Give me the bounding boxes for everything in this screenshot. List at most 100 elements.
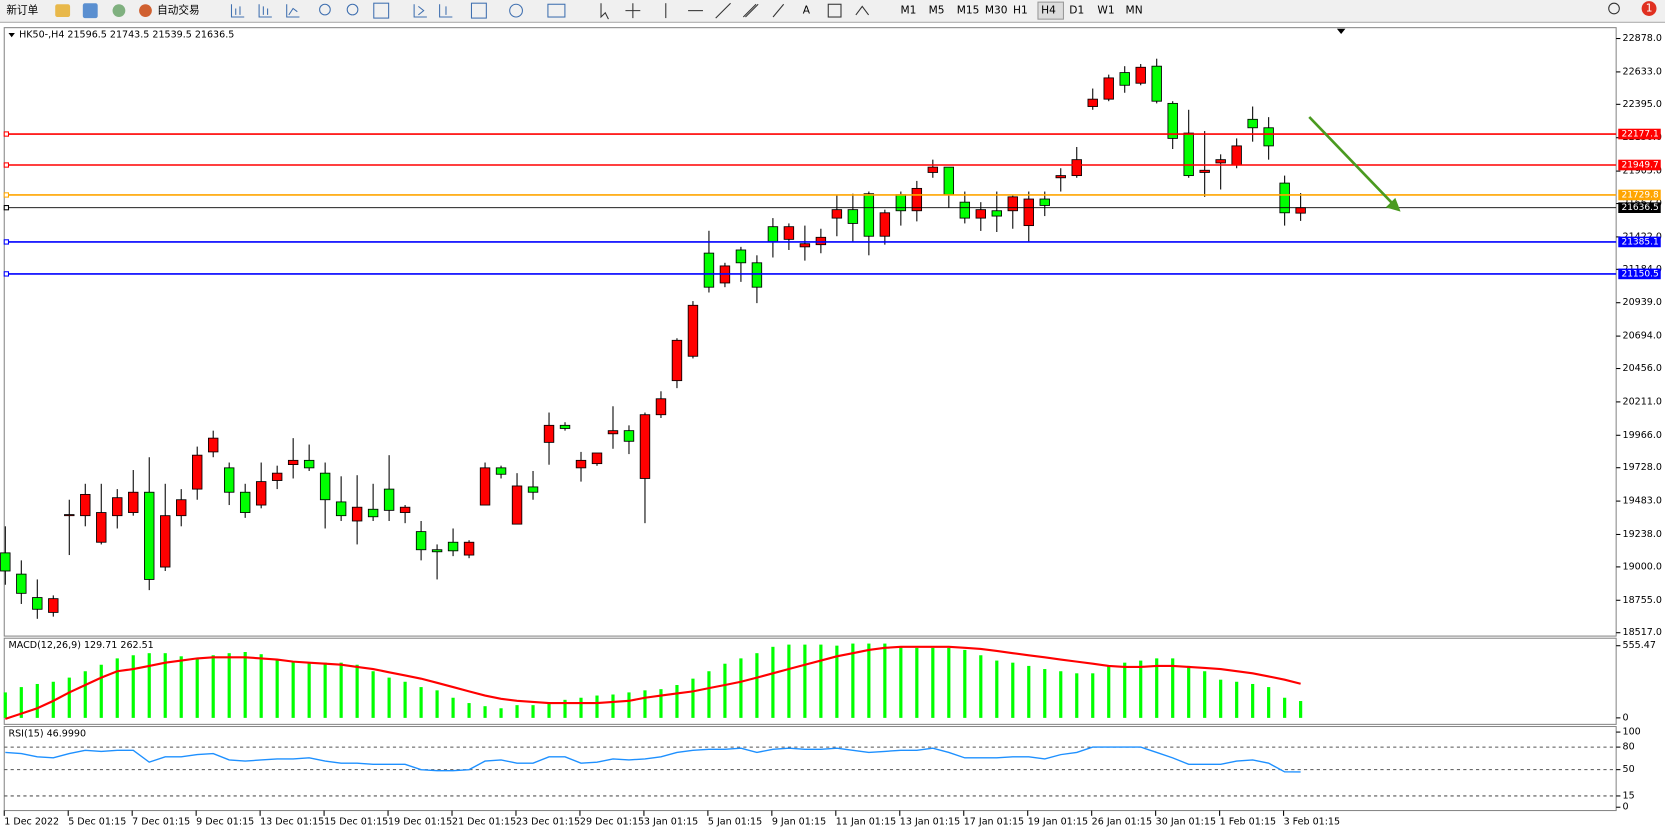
icon[interactable] <box>258 4 272 18</box>
icon[interactable] <box>286 4 300 18</box>
candle-body <box>943 166 955 196</box>
candle-body <box>991 210 1002 217</box>
icon[interactable] <box>346 3 359 16</box>
icon[interactable] <box>470 2 487 19</box>
timeframe-button[interactable]: M15 <box>957 4 980 17</box>
title-marker <box>8 32 15 38</box>
candle-body <box>1151 65 1162 102</box>
candle-body <box>255 481 267 506</box>
macd-bar <box>307 662 311 718</box>
x-tick-label: 26 Jan 01:15 <box>1092 817 1152 828</box>
candle-body <box>367 508 379 518</box>
candle-body <box>815 236 827 246</box>
auto-trading-button[interactable]: 自动交易 <box>157 4 199 17</box>
candle-body <box>64 514 75 517</box>
timeframe-button[interactable]: M5 <box>929 4 945 17</box>
search-icon[interactable] <box>1608 2 1620 15</box>
candle-body <box>415 531 427 551</box>
x-tick-label: 3 Feb 01:15 <box>1284 817 1341 828</box>
macd-bar <box>115 658 119 718</box>
icon[interactable] <box>715 2 731 19</box>
y-tick-label: 0 <box>1623 802 1629 813</box>
icon[interactable] <box>413 4 427 18</box>
y-tick-label: 18517.0 <box>1623 627 1662 638</box>
timeframe-button[interactable]: M1 <box>900 4 916 17</box>
icon[interactable] <box>55 4 71 18</box>
candle-body <box>799 243 811 248</box>
candle-body <box>223 467 235 493</box>
macd-bar <box>3 692 7 718</box>
macd-bar <box>499 708 503 718</box>
macd-bar <box>387 677 391 718</box>
icon[interactable] <box>547 3 566 18</box>
candle-body <box>543 424 555 443</box>
icon[interactable] <box>600 3 609 20</box>
macd-bar <box>211 655 215 718</box>
candle-body <box>80 493 91 517</box>
candle-body <box>959 201 971 219</box>
new-order-button[interactable]: 新订单 <box>6 4 38 17</box>
macd-bar <box>259 654 263 718</box>
level-label: 21949.7 <box>1621 161 1658 171</box>
y-tick-label: 20211.0 <box>1623 396 1662 407</box>
icon[interactable] <box>509 3 523 18</box>
y-tick-label: 18755.0 <box>1623 595 1662 606</box>
icon[interactable] <box>82 3 98 19</box>
toolbar-icons <box>230 2 1620 20</box>
icon[interactable] <box>855 5 870 16</box>
icon[interactable] <box>319 3 331 16</box>
icon[interactable] <box>772 3 785 18</box>
macd-bar <box>563 699 567 718</box>
auto-trading-icon[interactable] <box>139 4 152 18</box>
icon[interactable] <box>742 3 759 18</box>
macd-bar <box>739 658 743 718</box>
macd-bar <box>147 653 151 718</box>
y-tick-label: 15 <box>1623 790 1635 801</box>
y-tick-label: 0 <box>1623 712 1629 723</box>
pane-title: RSI(15) 46.9990 <box>8 728 86 739</box>
candle-body <box>591 452 603 465</box>
timeframe-button[interactable]: MN <box>1126 4 1143 17</box>
level-handle <box>3 192 10 198</box>
icon[interactable] <box>230 4 245 18</box>
y-tick-label: 19000.0 <box>1623 561 1662 572</box>
notification-count: 1 <box>1646 2 1653 15</box>
macd-pane <box>3 637 1617 725</box>
macd-bar <box>99 664 103 718</box>
y-tick-label: 22633.0 <box>1623 66 1662 77</box>
y-tick-label: 19966.0 <box>1623 430 1662 441</box>
y-tick-label: 22878.0 <box>1623 33 1662 44</box>
timeframe-button[interactable]: H1 <box>1013 4 1028 17</box>
icon[interactable] <box>373 2 390 19</box>
timeframe-button[interactable]: M30 <box>985 4 1008 17</box>
y-tick-label: 80 <box>1623 742 1635 753</box>
notification-badge[interactable] <box>1641 1 1657 16</box>
level-label-bg <box>1618 189 1661 201</box>
timeframe-button[interactable]: D1 <box>1069 4 1084 17</box>
level-label: 21385.1 <box>1621 237 1658 247</box>
candle-body <box>703 252 715 288</box>
y-tick-label: 22395.0 <box>1623 99 1662 110</box>
text-tool[interactable]: A <box>803 4 811 17</box>
macd-bar <box>451 697 455 718</box>
timeframe-button[interactable]: H4 <box>1041 4 1056 17</box>
candle-body <box>48 598 59 613</box>
icon[interactable] <box>625 3 641 19</box>
x-tick-label: 13 Jan 01:15 <box>900 817 960 828</box>
macd-bar <box>19 687 23 718</box>
icon[interactable] <box>827 3 842 18</box>
candle-body <box>847 209 859 224</box>
icon[interactable] <box>112 4 126 18</box>
candle-body <box>735 249 747 264</box>
macd-bar <box>179 656 183 718</box>
macd-bar <box>291 661 295 718</box>
candle-body <box>447 541 459 552</box>
macd-bar <box>803 644 807 718</box>
x-tick-label: 7 Dec 01:15 <box>132 817 190 828</box>
macd-bar <box>1091 673 1095 718</box>
candle-body <box>655 398 667 416</box>
timeframe-button[interactable]: W1 <box>1097 4 1114 17</box>
candle-body <box>144 491 155 580</box>
icon[interactable] <box>439 4 453 18</box>
